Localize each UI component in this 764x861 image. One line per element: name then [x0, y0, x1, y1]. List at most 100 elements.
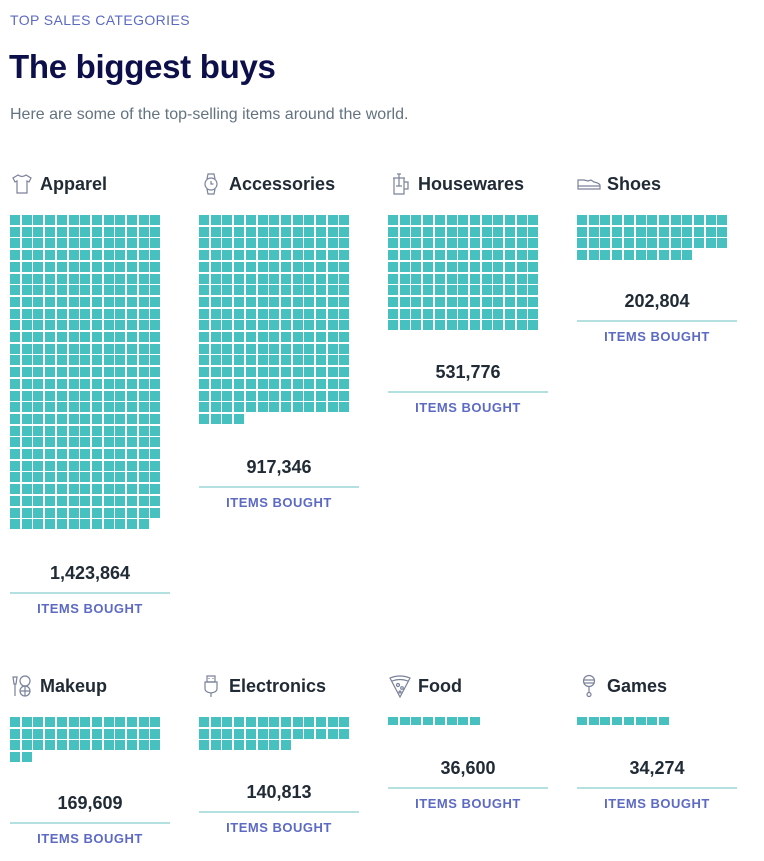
- waffle-square: [280, 740, 291, 751]
- waffle-square: [127, 378, 137, 389]
- waffle-square: [21, 273, 32, 284]
- waffle-square: [33, 343, 44, 354]
- waffle-square: [304, 402, 315, 413]
- waffle-square: [658, 226, 669, 237]
- waffle-square: [280, 261, 291, 272]
- waffle-square: [127, 449, 137, 459]
- stat-block: 917,346 ITEMS BOUGHT: [199, 454, 359, 510]
- waffle-square: [245, 355, 256, 366]
- waffle-square: [56, 472, 67, 483]
- waffle-square: [138, 332, 149, 342]
- waffle-square: [210, 285, 221, 296]
- waffle-square: [469, 226, 480, 237]
- waffle-square: [150, 437, 161, 448]
- waffle-square: [210, 332, 221, 342]
- waffle-square: [150, 285, 161, 296]
- card-header: Makeup: [10, 673, 170, 699]
- waffle-square: [411, 285, 422, 296]
- waffle-square: [138, 507, 149, 518]
- waffle-square: [45, 449, 56, 459]
- waffle-square: [339, 332, 350, 342]
- waffle-square: [505, 215, 515, 225]
- waffle-square: [199, 261, 209, 272]
- waffle-square: [10, 367, 20, 378]
- waffle-square: [516, 238, 527, 249]
- waffle-square: [56, 740, 67, 751]
- waffle-square: [647, 215, 658, 225]
- waffle-square: [493, 215, 504, 225]
- waffle-square: [505, 308, 515, 319]
- waffle-square: [199, 296, 209, 307]
- waffle-square: [21, 250, 32, 261]
- waffle-square: [245, 273, 256, 284]
- waffle-square: [339, 308, 350, 319]
- waffle-square: [21, 717, 32, 727]
- waffle-square: [138, 425, 149, 436]
- waffle-square: [516, 320, 527, 331]
- waffle-square: [257, 390, 268, 401]
- waffle-square: [103, 390, 114, 401]
- divider: [10, 822, 170, 824]
- waffle-square: [339, 728, 350, 739]
- waffle-square: [33, 226, 44, 237]
- waffle-square: [10, 238, 20, 249]
- waffle-square: [388, 238, 398, 249]
- stat-block: 36,600 ITEMS BOUGHT: [388, 755, 548, 811]
- waffle-square: [717, 215, 728, 225]
- waffle-square: [292, 378, 303, 389]
- waffle-square: [21, 484, 32, 495]
- waffle-square: [68, 367, 79, 378]
- waffle-square: [388, 261, 398, 272]
- waffle-square: [647, 717, 658, 725]
- waffle-square: [423, 261, 434, 272]
- waffle-square: [10, 250, 20, 261]
- waffle-square: [80, 273, 91, 284]
- waffle-square: [245, 238, 256, 249]
- waffle-square: [150, 460, 161, 471]
- waffle-square: [91, 460, 102, 471]
- waffle-square: [469, 238, 480, 249]
- waffle-square: [280, 226, 291, 237]
- waffle-square: [91, 250, 102, 261]
- waffle-square: [115, 261, 126, 272]
- waffle-square: [91, 261, 102, 272]
- waffle-square: [56, 425, 67, 436]
- waffle-square: [150, 390, 161, 401]
- waffle-square: [127, 717, 137, 727]
- waffle-square: [411, 273, 422, 284]
- waffle-square: [127, 484, 137, 495]
- waffle-square: [80, 740, 91, 751]
- waffle-square: [304, 728, 315, 739]
- waffle-square: [103, 378, 114, 389]
- waffle-square: [292, 215, 303, 225]
- waffle-square: [670, 215, 681, 225]
- waffle-square: [670, 238, 681, 249]
- waffle-square: [458, 717, 469, 725]
- waffle-square: [68, 449, 79, 459]
- waffle-square: [245, 402, 256, 413]
- waffle-square: [45, 343, 56, 354]
- waffle-square: [222, 226, 233, 237]
- waffle-square: [292, 390, 303, 401]
- waffle-square: [304, 390, 315, 401]
- waffle-square: [388, 226, 398, 237]
- waffle-square: [234, 378, 245, 389]
- waffle-square: [68, 215, 79, 225]
- waffle-square: [56, 484, 67, 495]
- waffle-square: [91, 728, 102, 739]
- waffle-square: [269, 296, 280, 307]
- waffle-square: [316, 390, 326, 401]
- waffle-square: [33, 308, 44, 319]
- page-title: The biggest buys: [9, 48, 276, 85]
- waffle-square: [670, 226, 681, 237]
- waffle-square: [56, 390, 67, 401]
- waffle-square: [10, 507, 20, 518]
- waffle-square: [612, 250, 623, 261]
- waffle-square: [280, 308, 291, 319]
- waffle-square: [138, 437, 149, 448]
- waffle-square: [469, 215, 480, 225]
- waffle-square: [257, 728, 268, 739]
- card-header: Games: [577, 673, 737, 699]
- waffle-square: [577, 250, 587, 261]
- watch-icon: [204, 173, 218, 195]
